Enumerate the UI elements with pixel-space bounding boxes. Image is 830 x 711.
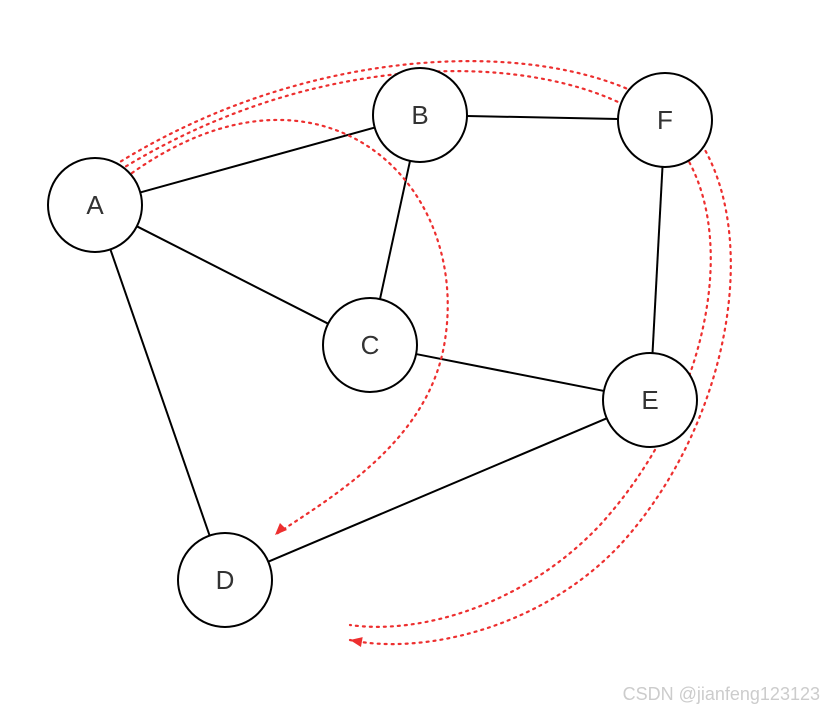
node-a: A xyxy=(48,158,142,252)
edge-b-c xyxy=(380,161,410,299)
node-f: F xyxy=(618,73,712,167)
edge-d-e xyxy=(268,418,606,561)
edge-c-e xyxy=(416,354,604,391)
node-label-b: B xyxy=(411,100,428,130)
node-b: B xyxy=(373,68,467,162)
node-label-d: D xyxy=(216,565,235,595)
node-e: E xyxy=(603,353,697,447)
graph-diagram: A B C D E F CSDN @jianfeng123123 xyxy=(0,0,830,711)
edge-a-d xyxy=(110,249,209,535)
node-d: D xyxy=(178,533,272,627)
edge-b-f xyxy=(467,116,618,119)
curve-a-to-d-arrowhead xyxy=(275,523,287,535)
watermark-text: CSDN @jianfeng123123 xyxy=(623,684,820,704)
edge-a-b xyxy=(140,128,374,193)
node-label-a: A xyxy=(86,190,104,220)
edge-a-c xyxy=(137,226,328,323)
node-label-f: F xyxy=(657,105,673,135)
node-label-e: E xyxy=(641,385,658,415)
node-c: C xyxy=(323,298,417,392)
node-label-c: C xyxy=(361,330,380,360)
nodes-group: A B C D E F xyxy=(48,68,712,627)
curve-f-outer-arrowhead xyxy=(350,637,363,647)
edge-e-f xyxy=(653,167,663,353)
